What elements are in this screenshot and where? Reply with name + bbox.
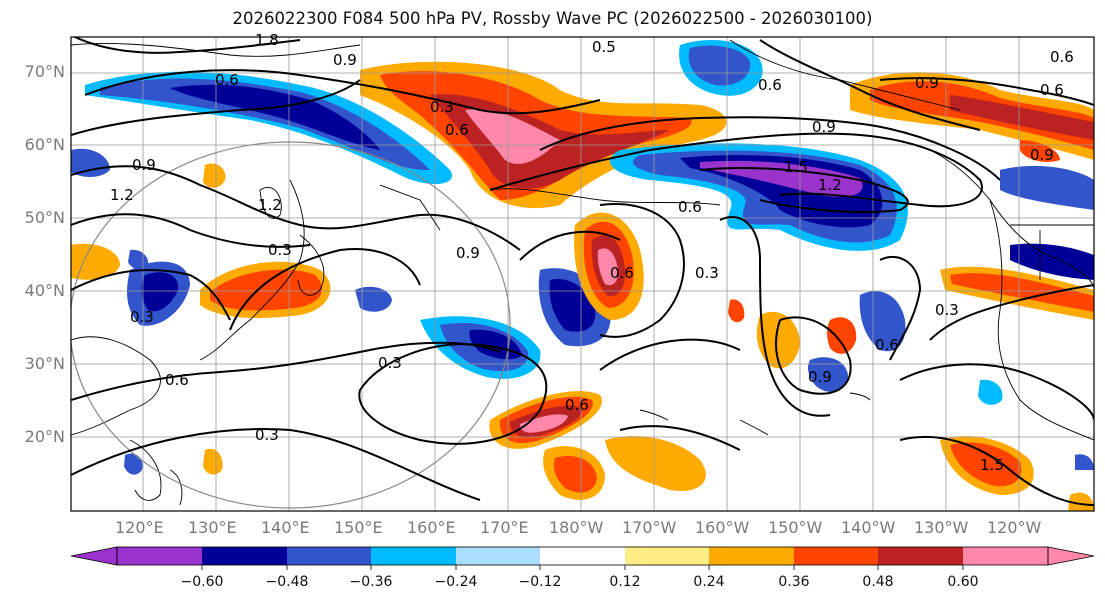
colorbar-segment bbox=[709, 547, 794, 565]
colorbar-segment bbox=[371, 547, 456, 565]
lat-label: 40°N bbox=[24, 281, 65, 300]
contour-label: 0.3 bbox=[268, 241, 292, 259]
colorbar-segment bbox=[540, 547, 625, 565]
contour-label: 0.3 bbox=[378, 354, 402, 372]
lon-label: 130°W bbox=[914, 518, 969, 537]
map-title: 2026022300 F084 500 hPa PV, Rossby Wave … bbox=[232, 9, 873, 28]
contour-label: 0.6 bbox=[1050, 48, 1074, 66]
lat-label: 30°N bbox=[24, 354, 65, 373]
colorbar-tick-label: −0.24 bbox=[434, 574, 478, 590]
colorbar-tick-label: 0.12 bbox=[609, 574, 641, 590]
contour-label: 0.3 bbox=[430, 98, 454, 116]
lon-label: 170°E bbox=[480, 518, 529, 537]
lon-label: 170°W bbox=[622, 518, 677, 537]
lon-label: 130°E bbox=[188, 518, 237, 537]
lon-label: 140°W bbox=[841, 518, 896, 537]
contour-label: 1.8 bbox=[255, 31, 279, 49]
contour-label: 0.3 bbox=[695, 264, 719, 282]
contour-label: 1.5 bbox=[980, 456, 1004, 474]
colorbar-tick-label: −0.12 bbox=[518, 574, 562, 590]
contour-label: 0.9 bbox=[915, 74, 939, 92]
contour-label: 0.3 bbox=[935, 301, 959, 319]
lon-label: 150°W bbox=[768, 518, 823, 537]
contour-label: 1.5 bbox=[784, 158, 808, 176]
colorbar-segment bbox=[794, 547, 878, 565]
colorbar-segment bbox=[963, 547, 1048, 565]
lat-label: 70°N bbox=[24, 62, 65, 81]
contour-label: 0.9 bbox=[1030, 146, 1054, 164]
reference-circle bbox=[71, 141, 511, 509]
contour-label: 0.5 bbox=[592, 38, 616, 56]
contour-label: 1.2 bbox=[818, 176, 842, 194]
contour-label: 0.6 bbox=[215, 71, 239, 89]
lon-label: 160°W bbox=[695, 518, 750, 537]
anomaly-shading bbox=[71, 40, 1094, 511]
contour-label: 0.6 bbox=[758, 76, 782, 94]
contour-label: 0.6 bbox=[1040, 81, 1064, 99]
lon-label: 150°E bbox=[334, 518, 383, 537]
lon-label: 160°E bbox=[407, 518, 456, 537]
contour-labels: 1.8 0.5 0.9 0.6 0.3 0.6 1.2 0.9 1.2 0.3 … bbox=[110, 31, 1074, 474]
contour-label: 0.3 bbox=[130, 308, 154, 326]
colorbar-segment bbox=[625, 547, 709, 565]
colorbar-segment bbox=[878, 547, 963, 565]
contour-label: 0.6 bbox=[610, 264, 634, 282]
contour-label: 0.6 bbox=[678, 198, 702, 216]
contour-label: 0.9 bbox=[132, 156, 156, 174]
colorbar-tick-label: −0.60 bbox=[180, 574, 224, 590]
colorbar-tick-label: −0.36 bbox=[349, 574, 393, 590]
colorbar-segment bbox=[456, 547, 540, 565]
lon-label: 140°E bbox=[261, 518, 310, 537]
lon-label: 120°W bbox=[987, 518, 1042, 537]
contour-label: 0.9 bbox=[808, 368, 832, 386]
contour-label: 0.6 bbox=[165, 371, 189, 389]
colorbar-low-extend bbox=[71, 547, 117, 565]
pv-contours bbox=[71, 37, 1094, 506]
contour-label: 0.6 bbox=[445, 121, 469, 139]
lon-label: 120°E bbox=[115, 518, 164, 537]
contour-label: 1.2 bbox=[110, 186, 134, 204]
contour-label: 0.9 bbox=[812, 118, 836, 136]
colorbar-tick-label: 0.48 bbox=[862, 574, 894, 590]
coastlines bbox=[71, 39, 1094, 506]
map-frame bbox=[70, 36, 1095, 512]
colorbar-tick-label: 0.24 bbox=[693, 574, 725, 590]
lat-label: 60°N bbox=[24, 135, 65, 154]
contour-label: 0.9 bbox=[333, 51, 357, 69]
colorbar-tick-label: 0.60 bbox=[947, 574, 979, 590]
contour-label: 0.3 bbox=[255, 426, 279, 444]
lat-label: 50°N bbox=[24, 208, 65, 227]
lon-label: 180°W bbox=[549, 518, 604, 537]
colorbar-segment bbox=[287, 547, 371, 565]
colorbar-segment bbox=[202, 547, 287, 565]
colorbar-tick-label: −0.48 bbox=[265, 574, 309, 590]
lat-label: 20°N bbox=[24, 427, 65, 446]
contour-label: 0.6 bbox=[565, 396, 589, 414]
contour-label: 0.9 bbox=[456, 244, 480, 262]
contour-label: 0.6 bbox=[875, 336, 899, 354]
contour-label: 1.2 bbox=[258, 196, 282, 214]
colorbar-high-extend bbox=[1048, 547, 1094, 565]
colorbar-segment bbox=[117, 547, 202, 565]
colorbar-tick-label: 0.36 bbox=[778, 574, 810, 590]
